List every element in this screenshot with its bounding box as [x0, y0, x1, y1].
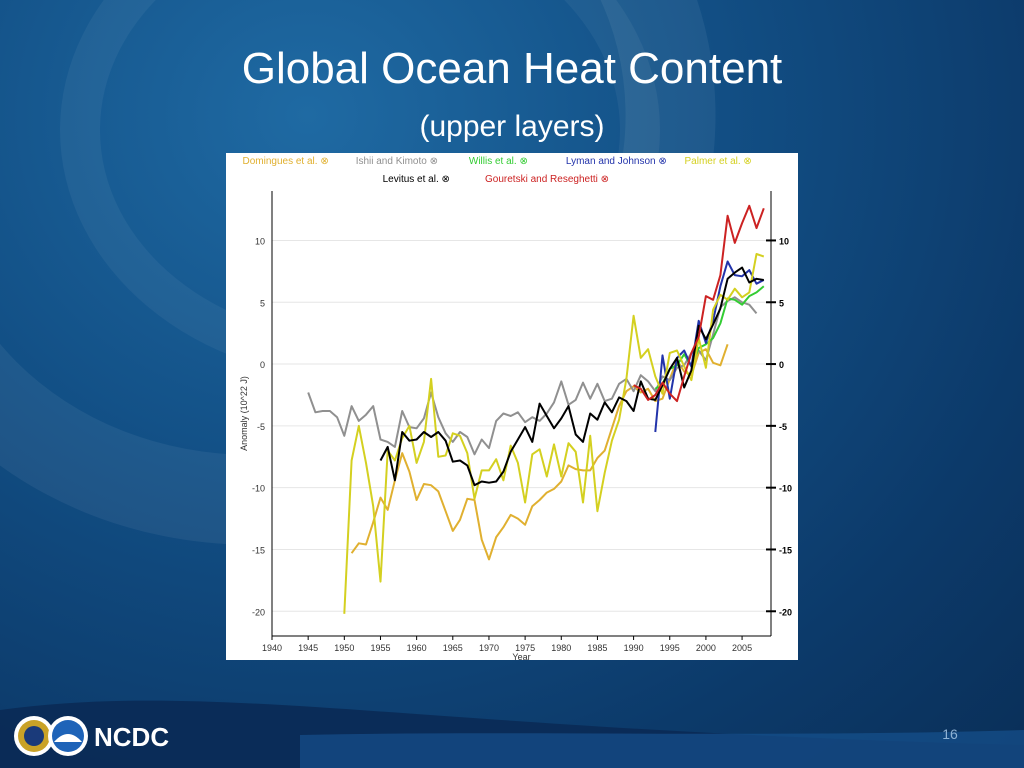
x-axis-label: Year: [512, 652, 530, 660]
y-tick-label-right: 10: [779, 236, 789, 246]
x-tick-label: 1965: [443, 643, 463, 653]
y-tick-label: 0: [260, 360, 265, 370]
x-tick-label: 1955: [370, 643, 390, 653]
slide-title: Global Ocean Heat Content: [241, 44, 783, 93]
x-tick-label: 1985: [587, 643, 607, 653]
x-tick-label: 1940: [262, 643, 282, 653]
y-tick-label-right: 5: [779, 298, 784, 308]
y-tick-label-right: -15: [779, 545, 792, 555]
series-line: [633, 204, 765, 403]
y-tick-label-right: -20: [779, 607, 792, 617]
legend-item: Levitus et al. ⊗: [383, 174, 450, 185]
x-tick-label: 1970: [479, 643, 499, 653]
series-line: [343, 253, 765, 614]
x-tick-label: 1990: [624, 643, 644, 653]
x-tick-label: 2000: [696, 643, 716, 653]
legend-item: Willis et al. ⊗: [469, 156, 528, 167]
legend-item: Gouretski and Reseghetti ⊗: [485, 174, 609, 185]
chart-panel: -20 -20 -15 -15 -10 -10 -5 -5 0 0 5 5 10 10 1940 1945 19…: [226, 153, 798, 662]
x-tick-label: 2005: [732, 643, 752, 653]
y-tick-label: 10: [255, 236, 265, 246]
y-tick-label: 5: [260, 298, 265, 308]
x-tick-label: 1980: [551, 643, 571, 653]
y-tick-label: -15: [252, 545, 265, 555]
y-tick-label-right: 0: [779, 360, 784, 370]
ocean-heat-chart: -20 -20 -15 -15 -10 -10 -5 -5 0 0 5 5 10 10 1940 1945 19…: [239, 156, 792, 662]
y-tick-label: -5: [257, 422, 265, 432]
legend-item: Palmer et al. ⊗: [685, 156, 752, 167]
series-line: [307, 296, 758, 456]
x-tick-label: 1945: [298, 643, 318, 653]
ncdc-logo-text: NCDC: [94, 722, 169, 752]
x-tick-label: 1995: [660, 643, 680, 653]
y-tick-label: -10: [252, 484, 265, 494]
y-tick-label-right: -10: [779, 484, 792, 494]
footer-band: [0, 700, 1024, 768]
x-tick-label: 1950: [334, 643, 354, 653]
legend-item: Domingues et al. ⊗: [243, 156, 329, 167]
y-axis-label: Anomaly (10^22 J): [239, 376, 249, 451]
legend-item: Lyman and Johnson ⊗: [566, 156, 667, 167]
legend-item: Ishii and Kimoto ⊗: [356, 156, 438, 167]
x-tick-label: 1960: [407, 643, 427, 653]
ncdc-logo: NCDC: [12, 712, 182, 760]
y-tick-label-right: -5: [779, 422, 787, 432]
y-tick-label: -20: [252, 607, 265, 617]
slide-subtitle: (upper layers): [419, 110, 605, 143]
series-line: [350, 343, 729, 561]
page-number: 16: [942, 726, 958, 742]
x-tick-label: 1975: [515, 643, 535, 653]
